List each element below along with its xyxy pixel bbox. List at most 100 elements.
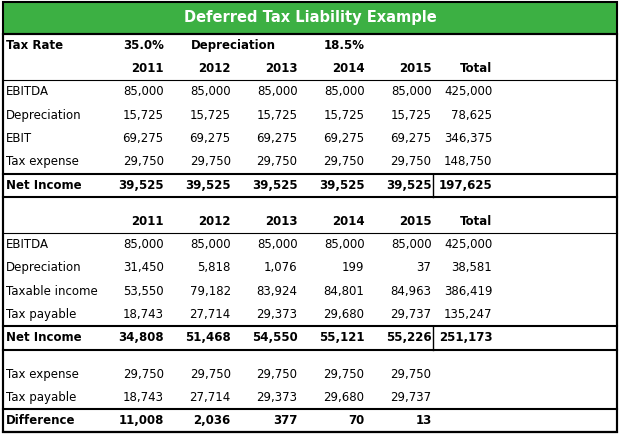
Text: 2011: 2011 bbox=[131, 215, 164, 228]
Text: 31,450: 31,450 bbox=[123, 262, 164, 275]
Text: 29,750: 29,750 bbox=[257, 368, 298, 381]
Text: 29,750: 29,750 bbox=[391, 368, 432, 381]
Text: 13: 13 bbox=[415, 414, 432, 427]
Text: EBIT: EBIT bbox=[6, 132, 32, 145]
Text: 425,000: 425,000 bbox=[444, 238, 492, 251]
Text: 55,121: 55,121 bbox=[319, 331, 365, 344]
Text: 39,525: 39,525 bbox=[252, 179, 298, 192]
Text: 2012: 2012 bbox=[198, 215, 231, 228]
Text: EBITDA: EBITDA bbox=[6, 238, 48, 251]
Text: 85,000: 85,000 bbox=[190, 238, 231, 251]
Text: 5,818: 5,818 bbox=[197, 262, 231, 275]
Text: 85,000: 85,000 bbox=[391, 238, 432, 251]
Text: 83,924: 83,924 bbox=[257, 285, 298, 298]
Text: 39,525: 39,525 bbox=[118, 179, 164, 192]
Text: 85,000: 85,000 bbox=[123, 85, 164, 99]
Text: 70: 70 bbox=[348, 414, 365, 427]
Text: 2014: 2014 bbox=[332, 215, 365, 228]
Text: Net Income: Net Income bbox=[6, 331, 81, 344]
Text: 69,275: 69,275 bbox=[391, 132, 432, 145]
Text: 85,000: 85,000 bbox=[257, 238, 298, 251]
Text: 2013: 2013 bbox=[265, 62, 298, 75]
Text: 84,801: 84,801 bbox=[324, 285, 365, 298]
Text: Total: Total bbox=[460, 62, 492, 75]
FancyBboxPatch shape bbox=[3, 2, 617, 34]
Text: 1,076: 1,076 bbox=[264, 262, 298, 275]
Text: 18.5%: 18.5% bbox=[324, 39, 365, 52]
Text: 69,275: 69,275 bbox=[324, 132, 365, 145]
Text: 15,725: 15,725 bbox=[391, 109, 432, 122]
Text: 79,182: 79,182 bbox=[190, 285, 231, 298]
Text: 69,275: 69,275 bbox=[257, 132, 298, 145]
Text: 2012: 2012 bbox=[198, 62, 231, 75]
Text: 85,000: 85,000 bbox=[123, 238, 164, 251]
Text: 29,750: 29,750 bbox=[324, 368, 365, 381]
Text: 69,275: 69,275 bbox=[123, 132, 164, 145]
Text: 386,419: 386,419 bbox=[444, 285, 492, 298]
Text: 29,737: 29,737 bbox=[391, 308, 432, 321]
Text: Difference: Difference bbox=[6, 414, 75, 427]
Text: 27,714: 27,714 bbox=[189, 308, 231, 321]
Text: 27,714: 27,714 bbox=[189, 391, 231, 404]
Text: 29,680: 29,680 bbox=[324, 391, 365, 404]
Text: 37: 37 bbox=[417, 262, 432, 275]
Text: 53,550: 53,550 bbox=[123, 285, 164, 298]
Text: 148,750: 148,750 bbox=[444, 155, 492, 168]
Text: Net Income: Net Income bbox=[6, 179, 81, 192]
Text: 2015: 2015 bbox=[399, 62, 432, 75]
Text: 15,725: 15,725 bbox=[324, 109, 365, 122]
Text: 35.0%: 35.0% bbox=[123, 39, 164, 52]
Text: 29,750: 29,750 bbox=[190, 368, 231, 381]
Text: 39,525: 39,525 bbox=[319, 179, 365, 192]
Text: 135,247: 135,247 bbox=[444, 308, 492, 321]
Text: Tax payable: Tax payable bbox=[6, 308, 76, 321]
Text: 29,680: 29,680 bbox=[324, 308, 365, 321]
Text: Tax Rate: Tax Rate bbox=[6, 39, 63, 52]
Text: 2011: 2011 bbox=[131, 62, 164, 75]
Text: 78,625: 78,625 bbox=[451, 109, 492, 122]
Text: 2,036: 2,036 bbox=[193, 414, 231, 427]
Text: 2013: 2013 bbox=[265, 215, 298, 228]
Text: 85,000: 85,000 bbox=[391, 85, 432, 99]
Text: Total: Total bbox=[460, 215, 492, 228]
Text: Deferred Tax Liability Example: Deferred Tax Liability Example bbox=[184, 10, 436, 25]
Text: 29,373: 29,373 bbox=[257, 308, 298, 321]
Text: 2014: 2014 bbox=[332, 62, 365, 75]
Text: 85,000: 85,000 bbox=[324, 85, 365, 99]
Text: 29,737: 29,737 bbox=[391, 391, 432, 404]
Text: 55,226: 55,226 bbox=[386, 331, 432, 344]
Text: Depreciation: Depreciation bbox=[190, 39, 276, 52]
Text: 39,525: 39,525 bbox=[386, 179, 432, 192]
Text: 15,725: 15,725 bbox=[257, 109, 298, 122]
Text: 18,743: 18,743 bbox=[123, 308, 164, 321]
Text: 34,808: 34,808 bbox=[118, 331, 164, 344]
Text: 29,750: 29,750 bbox=[324, 155, 365, 168]
Text: 346,375: 346,375 bbox=[444, 132, 492, 145]
Text: Depreciation: Depreciation bbox=[6, 109, 81, 122]
Text: 29,750: 29,750 bbox=[257, 155, 298, 168]
Text: 251,173: 251,173 bbox=[439, 331, 492, 344]
Text: 199: 199 bbox=[342, 262, 365, 275]
Text: 11,008: 11,008 bbox=[118, 414, 164, 427]
Text: 29,750: 29,750 bbox=[190, 155, 231, 168]
Text: Tax expense: Tax expense bbox=[6, 155, 79, 168]
Text: 377: 377 bbox=[273, 414, 298, 427]
Text: 85,000: 85,000 bbox=[324, 238, 365, 251]
Text: 2015: 2015 bbox=[399, 215, 432, 228]
Text: 69,275: 69,275 bbox=[190, 132, 231, 145]
Text: 15,725: 15,725 bbox=[123, 109, 164, 122]
Text: 29,750: 29,750 bbox=[123, 368, 164, 381]
Text: 84,963: 84,963 bbox=[391, 285, 432, 298]
Text: 51,468: 51,468 bbox=[185, 331, 231, 344]
Text: Depreciation: Depreciation bbox=[6, 262, 81, 275]
Text: 85,000: 85,000 bbox=[257, 85, 298, 99]
Text: Tax expense: Tax expense bbox=[6, 368, 79, 381]
Text: 15,725: 15,725 bbox=[190, 109, 231, 122]
Text: 38,581: 38,581 bbox=[451, 262, 492, 275]
Text: Taxable income: Taxable income bbox=[6, 285, 97, 298]
Text: 197,625: 197,625 bbox=[438, 179, 492, 192]
Text: Tax payable: Tax payable bbox=[6, 391, 76, 404]
Text: 29,750: 29,750 bbox=[123, 155, 164, 168]
Text: EBITDA: EBITDA bbox=[6, 85, 48, 99]
Text: 29,373: 29,373 bbox=[257, 391, 298, 404]
